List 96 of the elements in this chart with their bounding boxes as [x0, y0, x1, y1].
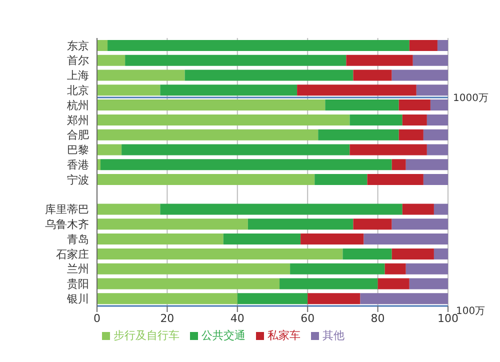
bar	[125, 54, 346, 66]
bar	[290, 263, 385, 274]
bar	[346, 54, 413, 66]
bar	[97, 218, 248, 230]
y-tick-label: 乌鲁木齐	[45, 218, 89, 232]
bar	[325, 100, 399, 111]
bar	[398, 129, 424, 140]
y-tick-label: 贵阳	[67, 278, 89, 291]
bar	[97, 40, 108, 51]
y-tick-label: 杭州	[66, 98, 89, 112]
bar	[423, 129, 448, 140]
bar	[97, 114, 350, 126]
bar	[237, 293, 308, 304]
y-tick-label: 兰州	[67, 262, 89, 276]
y-tick-label: 宁波	[67, 173, 89, 186]
bar	[364, 234, 448, 245]
bar	[97, 70, 185, 81]
bar	[97, 248, 343, 260]
bar	[314, 174, 368, 185]
y-tick-label: 香港	[67, 158, 89, 172]
bar	[402, 114, 427, 126]
ref-line-label: 1000万	[453, 93, 488, 104]
bar	[97, 129, 318, 140]
bar	[248, 218, 354, 230]
bar	[97, 293, 238, 304]
bar	[97, 54, 126, 66]
y-tick-label: 东京	[67, 39, 89, 52]
y-tick-label: 上海	[67, 69, 89, 82]
y-tick-label: 青岛	[67, 232, 89, 246]
bar	[426, 114, 448, 126]
bar	[367, 174, 424, 185]
x-tick-label: 20	[160, 312, 174, 325]
text: 100万	[456, 305, 486, 317]
x-tick-label: 60	[300, 312, 315, 325]
y-tick-label: 合肥	[67, 128, 89, 142]
x-tick-label: 0	[94, 312, 100, 325]
bar	[97, 204, 160, 215]
bar	[409, 40, 438, 51]
bar	[97, 84, 160, 96]
bar	[426, 144, 448, 156]
bar	[97, 174, 315, 185]
x-tick-label: 80	[370, 312, 385, 325]
bar	[406, 263, 448, 274]
bar	[97, 234, 224, 245]
bar	[384, 263, 406, 274]
bar	[308, 293, 360, 304]
bar	[353, 218, 392, 230]
bar	[108, 40, 410, 51]
bar	[97, 278, 280, 290]
bar	[416, 84, 448, 96]
bar	[350, 114, 402, 126]
bar	[160, 84, 298, 96]
legend-label: 私家车	[268, 329, 300, 342]
bar	[297, 84, 416, 96]
bar	[392, 248, 434, 260]
bar	[402, 204, 434, 215]
bar	[280, 278, 378, 290]
bar	[412, 54, 448, 66]
bar	[423, 174, 448, 185]
bar	[97, 144, 122, 156]
y-tick-label: 石家庄	[56, 248, 89, 261]
bar	[409, 278, 448, 290]
bar	[122, 144, 350, 156]
y-tick-label: 银川	[66, 292, 89, 306]
bar	[100, 159, 392, 170]
y-tick-label: 库里蒂巴	[45, 203, 89, 216]
bar	[360, 293, 448, 304]
x-tick-label: 100	[438, 312, 458, 325]
bar	[392, 159, 406, 170]
bar	[97, 263, 290, 274]
legend-label: 公共交通	[202, 329, 246, 342]
bar	[392, 70, 448, 81]
y-tick-label: 巴黎	[67, 144, 89, 157]
bar	[160, 204, 402, 215]
bar	[434, 248, 448, 260]
bar	[350, 144, 427, 156]
bar	[97, 100, 326, 111]
bar	[318, 129, 399, 140]
legend-label: 步行及自行车	[114, 329, 180, 342]
bar	[353, 70, 392, 81]
bar	[378, 278, 410, 290]
bar	[342, 248, 392, 260]
y-tick-label: 北京	[67, 84, 89, 98]
bar	[437, 40, 448, 51]
x-tick-label: 40	[230, 312, 244, 325]
y-tick-label: 首尔	[67, 54, 89, 68]
legend-label: 其他	[322, 329, 344, 342]
bar	[398, 100, 430, 111]
bar	[300, 234, 364, 245]
bar	[392, 218, 448, 230]
bar	[406, 159, 448, 170]
bar	[434, 204, 448, 215]
bar	[184, 70, 354, 81]
bar	[223, 234, 301, 245]
y-tick-label: 郑州	[67, 114, 89, 127]
bar	[430, 100, 448, 111]
